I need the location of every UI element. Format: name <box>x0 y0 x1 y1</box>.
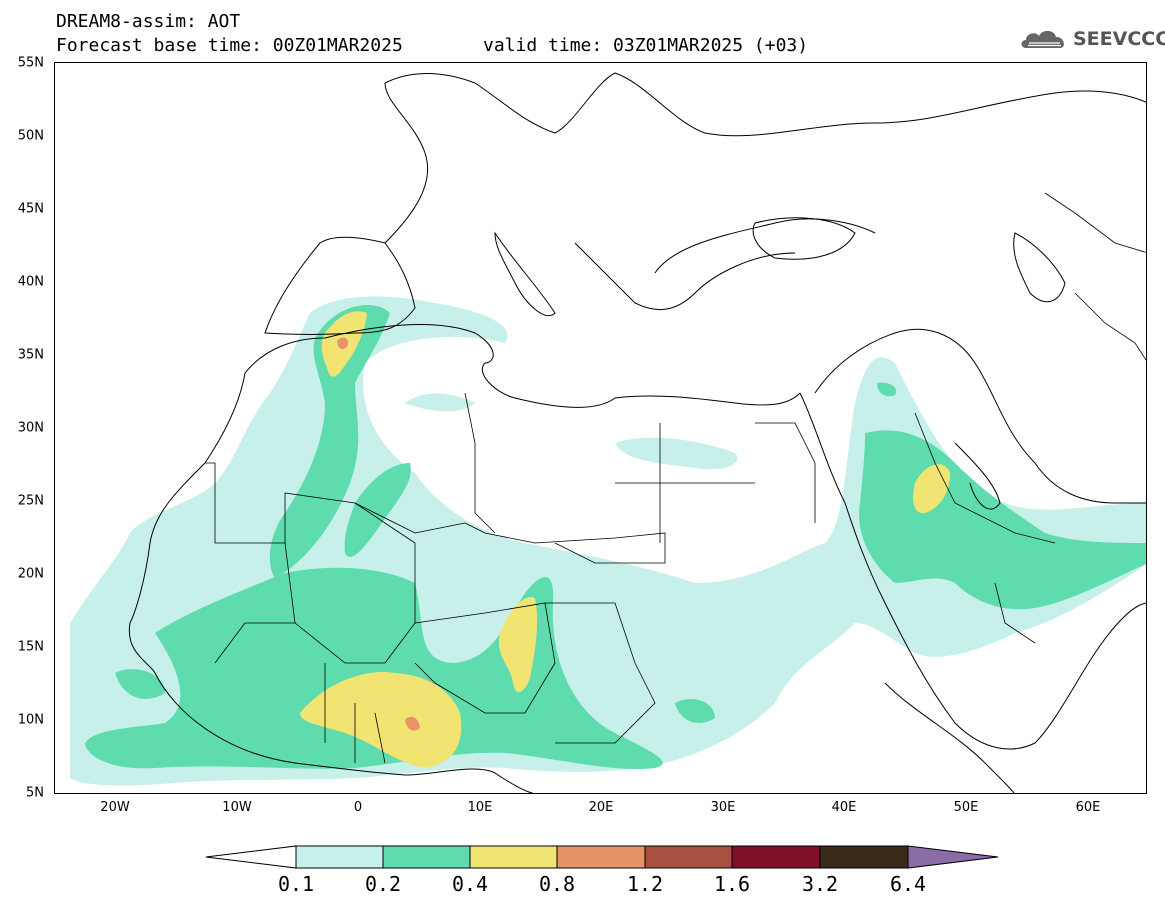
colorbar-label-1.6: 1.6 <box>713 872 751 896</box>
lon-label-50e: 50E <box>953 800 979 815</box>
colorbar-segment-4 <box>644 845 733 869</box>
lat-label-20n: 20N <box>17 566 44 582</box>
lon-label-30e: 30E <box>710 800 736 815</box>
map-title: DREAM8-assim: AOT <box>56 11 241 32</box>
colorbar-segment-below <box>205 845 297 869</box>
aot-map <box>70 72 1146 793</box>
cloud-icon <box>1021 30 1064 48</box>
lat-label-5n: 5N <box>26 785 44 801</box>
aot-shading-very-high <box>337 337 420 731</box>
lat-label-55n: 55N <box>17 55 44 71</box>
lon-label-40e: 40E <box>831 800 857 815</box>
colorbar-label-3.2: 3.2 <box>801 872 839 896</box>
map-area[interactable] <box>54 62 1147 794</box>
colorbar-segment-2 <box>469 845 558 869</box>
colorbar-label-0.1: 0.1 <box>277 872 315 896</box>
colorbar-label-0.8: 0.8 <box>538 872 576 896</box>
lon-label-10w: 10W <box>222 800 252 815</box>
colorbar-segment-3 <box>556 845 646 869</box>
colorbar-segment-above <box>907 845 999 869</box>
colorbar-label-1.2: 1.2 <box>626 872 664 896</box>
colorbar-segment-0 <box>295 845 384 869</box>
colorbar-segment-6 <box>819 845 909 869</box>
colorbar-segment-1 <box>382 845 471 869</box>
colorbar-segment-5 <box>731 845 821 869</box>
coastlines <box>128 72 1146 793</box>
country-borders <box>205 192 1146 764</box>
lat-label-45n: 45N <box>17 201 44 217</box>
lat-label-15n: 15N <box>17 639 44 655</box>
lat-label-40n: 40N <box>17 274 44 290</box>
lat-label-10n: 10N <box>17 712 44 728</box>
lat-label-35n: 35N <box>17 347 44 363</box>
colorbar-label-0.2: 0.2 <box>364 872 402 896</box>
lon-label-10e: 10E <box>467 800 493 815</box>
logo-text: SEEVCCC <box>1073 28 1165 50</box>
colorbar-label-0.4: 0.4 <box>451 872 489 896</box>
valid-time: valid time: 03Z01MAR2025 (+03) <box>483 35 809 56</box>
forecast-base-time: Forecast base time: 00Z01MAR2025 <box>56 35 403 56</box>
seevccc-logo: SEEVCCC <box>1018 26 1165 52</box>
aot-shading-high <box>300 311 950 768</box>
lon-label-20w: 20W <box>100 800 130 815</box>
lat-label-30n: 30N <box>17 420 44 436</box>
lat-label-25n: 25N <box>17 493 44 509</box>
lat-label-50n: 50N <box>17 128 44 144</box>
lon-label-0: 0 <box>353 800 363 815</box>
lon-label-20e: 20E <box>588 800 614 815</box>
colorbar-label-6.4: 6.4 <box>889 872 927 896</box>
lon-label-60e: 60E <box>1075 800 1101 815</box>
